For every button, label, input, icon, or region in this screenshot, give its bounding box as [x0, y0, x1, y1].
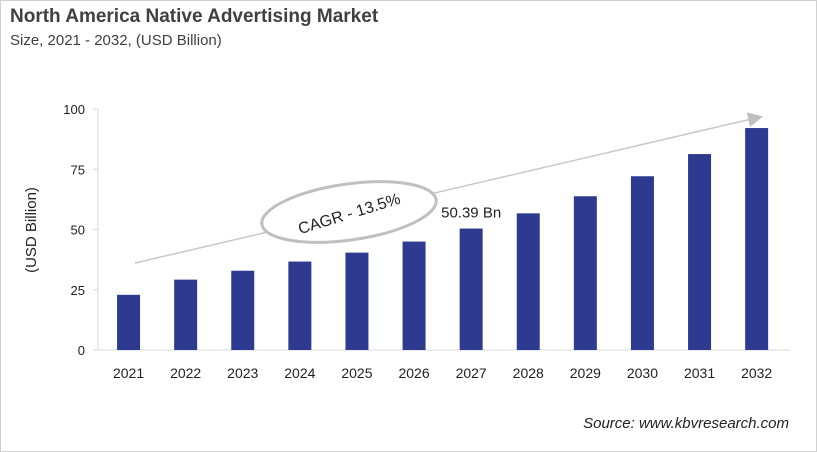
- x-tick-label: 2021: [113, 365, 144, 381]
- x-tick-label: 2024: [284, 365, 315, 381]
- bar-2024: [288, 261, 312, 350]
- bar-2029: [573, 196, 597, 350]
- x-tick-label: 2027: [456, 365, 487, 381]
- y-tick-label: 100: [63, 102, 85, 117]
- bar-2027: [459, 228, 483, 350]
- y-tick-label: 75: [71, 162, 85, 177]
- chart-subtitle: Size, 2021 - 2032, (USD Billion): [10, 32, 222, 49]
- bar-2031: [688, 154, 712, 350]
- cagr-ellipse: [260, 180, 438, 244]
- y-tick-label: 25: [71, 283, 85, 298]
- y-tick-label: 50: [71, 223, 85, 238]
- x-tick-label: 2023: [227, 365, 258, 381]
- data-label-2027: 50.39 Bn: [441, 205, 501, 222]
- bar-2025: [345, 252, 369, 350]
- bar-2028: [516, 213, 540, 350]
- x-tick-label: 2031: [684, 365, 715, 381]
- x-tick-label: 2032: [741, 365, 772, 381]
- x-tick-label: 2026: [398, 365, 429, 381]
- x-tick-label: 2022: [170, 365, 201, 381]
- growth-trend-arrow: [134, 112, 763, 264]
- chart-title: North America Native Advertising Market: [10, 6, 379, 27]
- x-tick-label: 2030: [627, 365, 658, 381]
- bar-2021: [117, 294, 141, 350]
- y-axis-label: (USD Billion): [23, 187, 40, 273]
- bar-2026: [402, 241, 426, 350]
- x-tick-label: 2025: [341, 365, 372, 381]
- bar-2023: [231, 270, 255, 350]
- source-note: Source: www.kbvresearch.com: [583, 415, 789, 432]
- bar-2030: [630, 176, 654, 350]
- bar-2032: [745, 128, 769, 350]
- x-tick-label: 2029: [570, 365, 601, 381]
- y-tick-label: 0: [78, 343, 85, 358]
- bar-2022: [174, 279, 198, 350]
- x-tick-label: 2028: [513, 365, 544, 381]
